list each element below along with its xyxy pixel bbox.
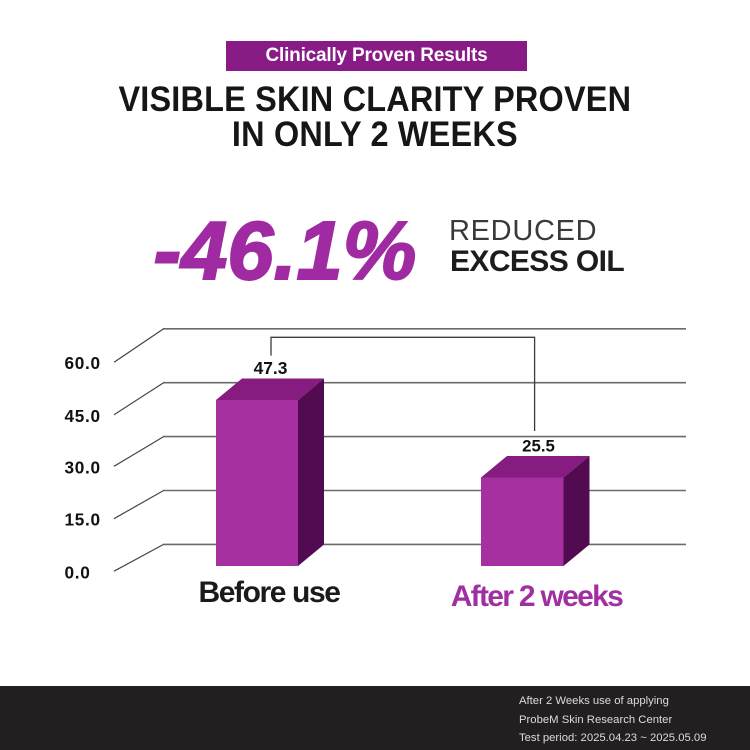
svg-text:45.0: 45.0 — [65, 406, 101, 426]
svg-text:0.0: 0.0 — [65, 562, 91, 582]
svg-text:60.0: 60.0 — [65, 353, 101, 373]
svg-text:25.5: 25.5 — [522, 436, 555, 455]
svg-text:30.0: 30.0 — [65, 458, 101, 478]
svg-text:After 2 weeks: After 2 weeks — [451, 580, 623, 613]
svg-text:15.0: 15.0 — [65, 510, 101, 530]
svg-text:47.3: 47.3 — [254, 358, 288, 378]
svg-text:Before use: Before use — [198, 576, 340, 609]
